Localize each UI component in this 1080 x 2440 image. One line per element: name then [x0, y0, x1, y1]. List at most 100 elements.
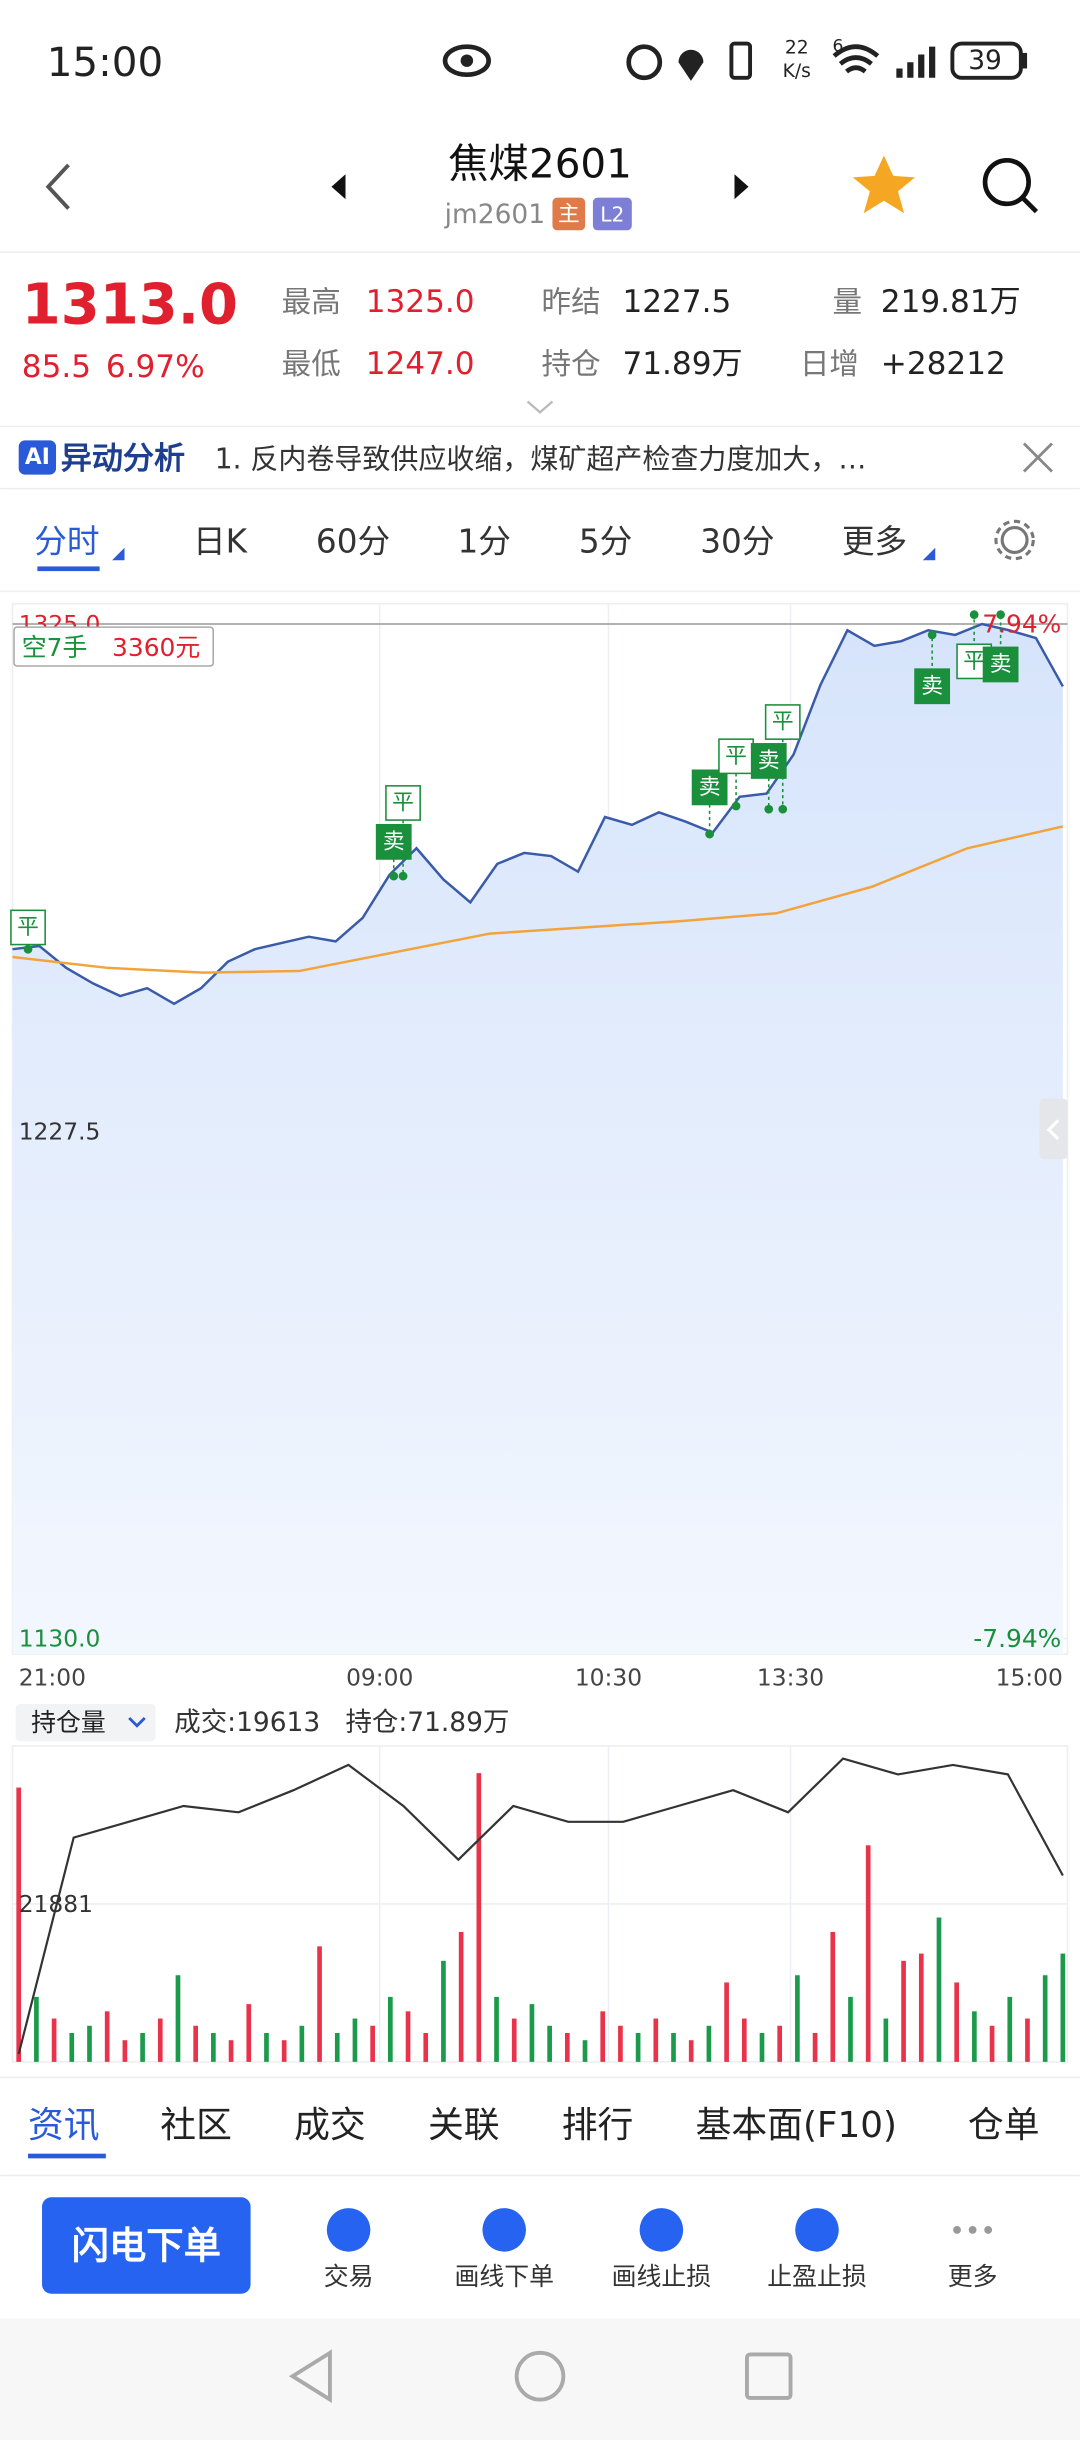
bottom-tab[interactable]: 基本面(F10) [696, 2105, 897, 2146]
action-label[interactable]: 画线下单 [454, 2262, 553, 2291]
bottom-tab[interactable]: 成交 [294, 2105, 366, 2146]
next-contract[interactable] [734, 174, 749, 200]
price-change-pct: 6.97% [106, 349, 205, 385]
action-icon[interactable] [639, 2208, 684, 2252]
chart-tab[interactable]: 1分 [458, 523, 511, 561]
nav-back[interactable] [288, 2349, 332, 2404]
price-area [12, 624, 1063, 1655]
volume-bar [211, 2032, 216, 2062]
action-icon[interactable] [795, 2208, 839, 2252]
side-handle[interactable] [1039, 1098, 1068, 1160]
marker-dot [778, 804, 788, 814]
bottom-tab[interactable]: 排行 [562, 2105, 634, 2146]
sub-selector[interactable]: 持仓量 [31, 1708, 106, 1737]
signal-icon [896, 46, 936, 78]
action-label[interactable]: 交易 [324, 2262, 374, 2291]
nav-home[interactable] [514, 2350, 566, 2402]
trade-marker: 卖 [699, 775, 721, 800]
volume-bar [1042, 1975, 1048, 2062]
volume-bar [901, 1960, 906, 2062]
chart-tab[interactable]: 日K [193, 523, 249, 561]
chart-tab[interactable]: 60分 [316, 523, 390, 561]
volume-bar [618, 2025, 623, 2062]
marker-dot [23, 944, 33, 954]
volume-tick-label: 21881 [19, 1890, 93, 1918]
marker-dot [969, 610, 979, 620]
bottom-tab[interactable]: 关联 [428, 2105, 500, 2146]
volume-bar [104, 2011, 110, 2062]
volume-bar [370, 2025, 375, 2062]
volume-bar [918, 1953, 924, 2062]
marker-dot [764, 804, 774, 814]
action-label[interactable]: 更多 [948, 2262, 998, 2291]
volume-bar [352, 2018, 358, 2062]
volume-bar [175, 1975, 181, 2062]
volume-bar [795, 1975, 800, 2062]
flash-order-button[interactable] [42, 2197, 251, 2294]
trade-marker: 平 [772, 710, 794, 735]
volume-bar [458, 1931, 464, 2062]
location-icon [678, 49, 704, 81]
volume-bar [706, 2025, 712, 2062]
favorite-star[interactable] [852, 155, 916, 214]
chart-tab[interactable]: 5分 [579, 523, 632, 561]
marker-box [10, 909, 46, 946]
ai-badge: AI [25, 445, 50, 470]
stat-label: 日增 [800, 347, 859, 381]
news-text[interactable]: 1. 反内卷导致供应收缩，煤矿超产检查力度加大，… [215, 443, 867, 476]
action-icon[interactable] [482, 2208, 526, 2252]
marker-dot [389, 871, 399, 881]
trade-marker: 平 [725, 744, 747, 769]
volume-bar [547, 2025, 552, 2062]
volume-bar [264, 2032, 269, 2062]
news-label[interactable]: 异动分析 [61, 441, 185, 477]
chart-tab[interactable]: 更多 [842, 523, 907, 561]
volume-bar [865, 1845, 871, 2062]
stat-label: 最低 [282, 347, 341, 381]
action-label[interactable]: 画线止损 [612, 2262, 712, 2291]
action-icon[interactable] [326, 2208, 371, 2252]
trade-marker: 卖 [383, 829, 405, 854]
volume-bar [759, 2032, 765, 2062]
badge-l2-bg [592, 197, 632, 231]
close-news[interactable] [1022, 442, 1053, 473]
search-icon[interactable] [982, 157, 1031, 207]
back-button[interactable] [45, 163, 70, 210]
stat-value: 1325.0 [366, 284, 475, 320]
chart-tab[interactable]: 分时 [34, 523, 99, 561]
volume-bar [777, 2025, 783, 2062]
volume-bar [972, 2011, 977, 2062]
volume-bar [317, 1946, 322, 2062]
expand-chevron[interactable] [526, 400, 554, 414]
more-dot [953, 2226, 961, 2234]
volume-bar [246, 2004, 252, 2062]
flash-order-label[interactable]: 闪电下单 [72, 2223, 221, 2267]
bottom-tab[interactable]: 仓单 [968, 2105, 1040, 2146]
volume-bar [87, 2025, 92, 2062]
volume-bar [529, 2004, 535, 2062]
trade-marker: 卖 [990, 652, 1012, 677]
volume-bar [688, 2040, 694, 2062]
y-tick-label: 1130.0 [19, 1625, 101, 1653]
chart-tab[interactable]: 30分 [700, 523, 774, 561]
volume-bar [830, 1931, 836, 2062]
volume-bar [812, 2032, 818, 2062]
stat-value: 219.81万 [881, 284, 1021, 320]
action-label[interactable]: 止盈止损 [767, 2262, 867, 2291]
bottom-tab[interactable]: 社区 [160, 2105, 232, 2146]
volume-bar [34, 1996, 39, 2062]
volume-bar [423, 2032, 429, 2062]
nav-recent[interactable] [745, 2352, 793, 2400]
prev-contract[interactable] [331, 174, 346, 200]
bottom-tab[interactable]: 资讯 [28, 2105, 100, 2146]
settings-icon[interactable] [1000, 525, 1029, 554]
volume-bar [989, 2025, 995, 2062]
marker-box [691, 769, 728, 806]
position-pnl: 3360元 [112, 633, 200, 662]
search-handle [1020, 195, 1039, 214]
time-label: 21:00 [19, 1664, 86, 1692]
selector-bg[interactable] [15, 1703, 156, 1742]
tab-dropdown [112, 547, 125, 561]
volume-bar [388, 1996, 393, 2062]
trade-marker: 卖 [921, 674, 943, 699]
